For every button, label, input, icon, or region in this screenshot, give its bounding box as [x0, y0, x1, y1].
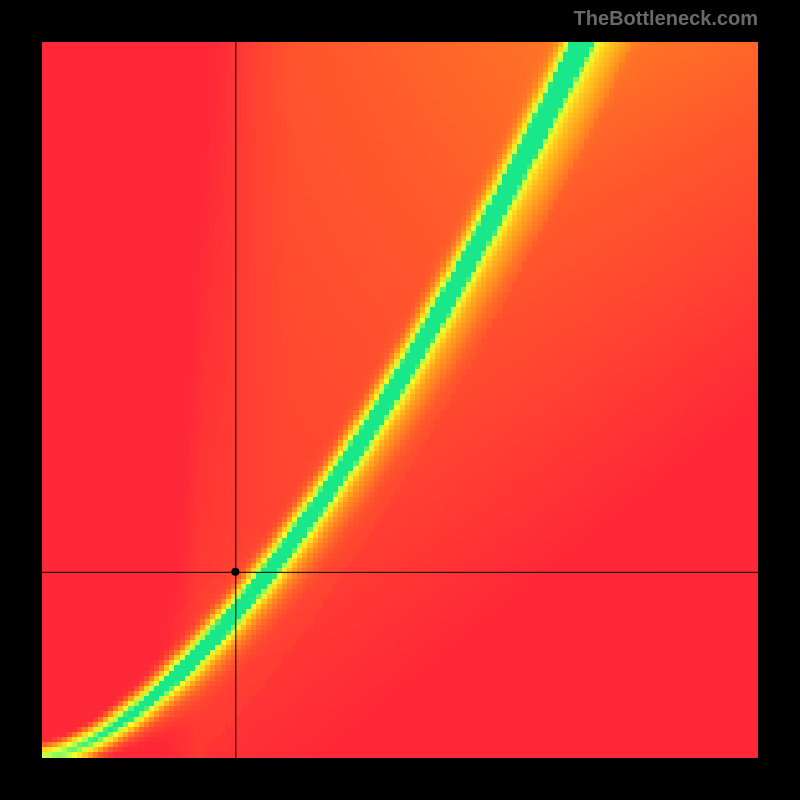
chart-container: TheBottleneck.com	[0, 0, 800, 800]
bottleneck-heatmap	[42, 42, 758, 758]
source-watermark: TheBottleneck.com	[574, 8, 758, 31]
